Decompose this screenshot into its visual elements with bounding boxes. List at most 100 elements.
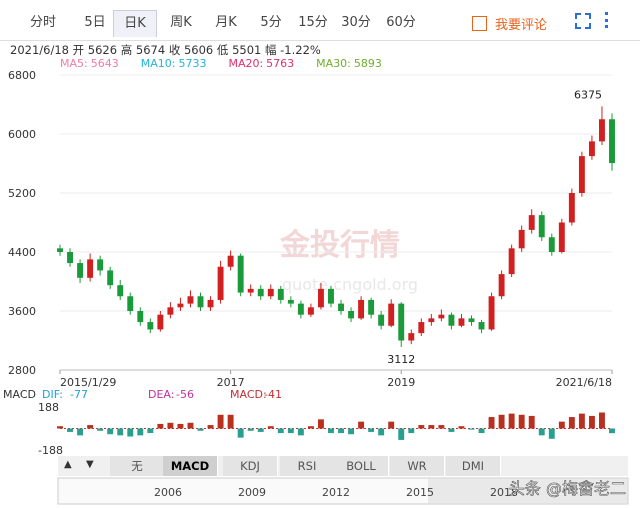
- tab[interactable]: 15分: [298, 15, 328, 30]
- macd-bar: [237, 428, 244, 438]
- macd-bar: [398, 428, 405, 440]
- candle-body: [588, 141, 595, 157]
- macd-bar: [328, 428, 334, 434]
- macd-bar: [448, 428, 455, 432]
- candle-body: [528, 215, 535, 230]
- tab[interactable]: 日K: [113, 10, 157, 37]
- indicator-tab[interactable]: BOLL: [334, 456, 389, 476]
- y-tick-label: 2800: [8, 364, 36, 377]
- macd-bar: [518, 414, 525, 429]
- navigator: [57, 477, 629, 505]
- macd-bar: [197, 428, 204, 431]
- macd-bar: [217, 414, 224, 429]
- tab[interactable]: 5分: [260, 15, 282, 30]
- x-tick-label: 2017: [217, 376, 245, 389]
- candle-body: [458, 318, 465, 326]
- macd-bar: [458, 426, 465, 429]
- macd-bar: [247, 428, 254, 431]
- macd-label: -56: [176, 388, 194, 401]
- macd-bar: [107, 428, 114, 435]
- macd-bar: [297, 428, 304, 436]
- macd-bar: [508, 413, 515, 429]
- macd-bar: [388, 421, 395, 429]
- tab[interactable]: 30分: [341, 15, 371, 30]
- candle-body: [538, 215, 545, 238]
- label: 幅: [265, 43, 277, 57]
- macd-label: MACD: [3, 388, 36, 401]
- ma-value: 5733: [178, 57, 207, 70]
- candle-body: [348, 311, 355, 319]
- macd-label: -77: [70, 388, 88, 401]
- watermark-url: quote.cngold.org: [282, 275, 418, 294]
- macd-bar: [167, 422, 174, 429]
- macd-bar: [317, 419, 324, 429]
- candle-body: [408, 333, 415, 341]
- ma-item: MA20: 5763: [228, 57, 294, 70]
- tab[interactable]: 分时: [29, 15, 56, 30]
- candle-body: [257, 288, 264, 297]
- quote-info: 2021/6/18 开 5626 高 5674 收 5606 低 5501 幅 …: [10, 42, 321, 58]
- annotation: 6375: [574, 88, 602, 101]
- candle-body: [277, 288, 284, 300]
- y-tick-label: 3600: [8, 305, 36, 318]
- macd-bar: [599, 412, 605, 429]
- tab[interactable]: 60分: [386, 15, 416, 30]
- indicator-tab[interactable]: RSI: [280, 456, 335, 476]
- candle-body: [428, 318, 435, 323]
- candle-body: [508, 248, 515, 275]
- macd-bar: [358, 421, 365, 429]
- candle-body: [358, 299, 365, 319]
- label: 低: [216, 43, 229, 57]
- macd-bar: [378, 428, 385, 436]
- macd-bar: [568, 417, 575, 429]
- candle-body: [87, 259, 94, 278]
- tab[interactable]: 5日: [84, 15, 106, 30]
- fullscreen-icon[interactable]: [575, 13, 591, 29]
- macd-bar: [67, 428, 73, 432]
- indicator-tab[interactable]: WR: [390, 456, 445, 476]
- comment-text[interactable]: 我要评论: [495, 18, 548, 33]
- candle-body: [609, 119, 615, 164]
- macd-label: -41: [264, 388, 282, 401]
- label: 收: [168, 43, 181, 57]
- macd-label: MACD:: [230, 388, 267, 401]
- indicator-tab[interactable]: 无: [110, 456, 165, 476]
- macd-y-tick-label: 188: [38, 401, 59, 414]
- menu-icon[interactable]: [605, 12, 612, 28]
- nav-up[interactable]: ▲: [64, 459, 72, 470]
- macd-bar: [127, 428, 134, 437]
- macd-bar: [428, 425, 435, 429]
- candle-body: [267, 288, 274, 297]
- date: 2021/6/18: [10, 43, 69, 57]
- candle-body: [77, 263, 84, 278]
- nav-down[interactable]: ▼: [86, 459, 94, 470]
- ma-name: MA5:: [60, 57, 88, 70]
- indicator-tabs: 无 MACD KDJ RSI BOLL WR DMI: [58, 456, 628, 476]
- indicator-tab[interactable]: KDJ: [223, 456, 278, 476]
- candle-body: [117, 285, 124, 297]
- macd-bar: [57, 426, 63, 429]
- candle-body: [518, 229, 525, 249]
- ma-value: 5763: [266, 57, 295, 70]
- macd-bar: [277, 428, 284, 434]
- tab[interactable]: 周K: [170, 15, 192, 30]
- macd-bar: [348, 428, 355, 435]
- macd-bar: [488, 417, 495, 429]
- candle-body: [468, 318, 475, 323]
- candle-body: [448, 314, 455, 326]
- navigator-label: 2006: [154, 486, 182, 499]
- candle-body: [107, 270, 114, 286]
- macd-bar: [187, 422, 194, 429]
- navigator-window: [428, 478, 628, 504]
- candle-body: [368, 299, 375, 315]
- value: 5501: [232, 43, 262, 57]
- macd-bar: [177, 423, 184, 429]
- y-tick-label: 6000: [8, 128, 36, 141]
- macd-bar: [609, 428, 615, 434]
- indicator-tab[interactable]: DMI: [446, 456, 501, 476]
- indicator-tab[interactable]: MACD: [163, 456, 218, 476]
- candle-body: [67, 252, 73, 264]
- comment-button[interactable]: 我要评论: [472, 14, 547, 33]
- tab[interactable]: 月K: [215, 15, 237, 30]
